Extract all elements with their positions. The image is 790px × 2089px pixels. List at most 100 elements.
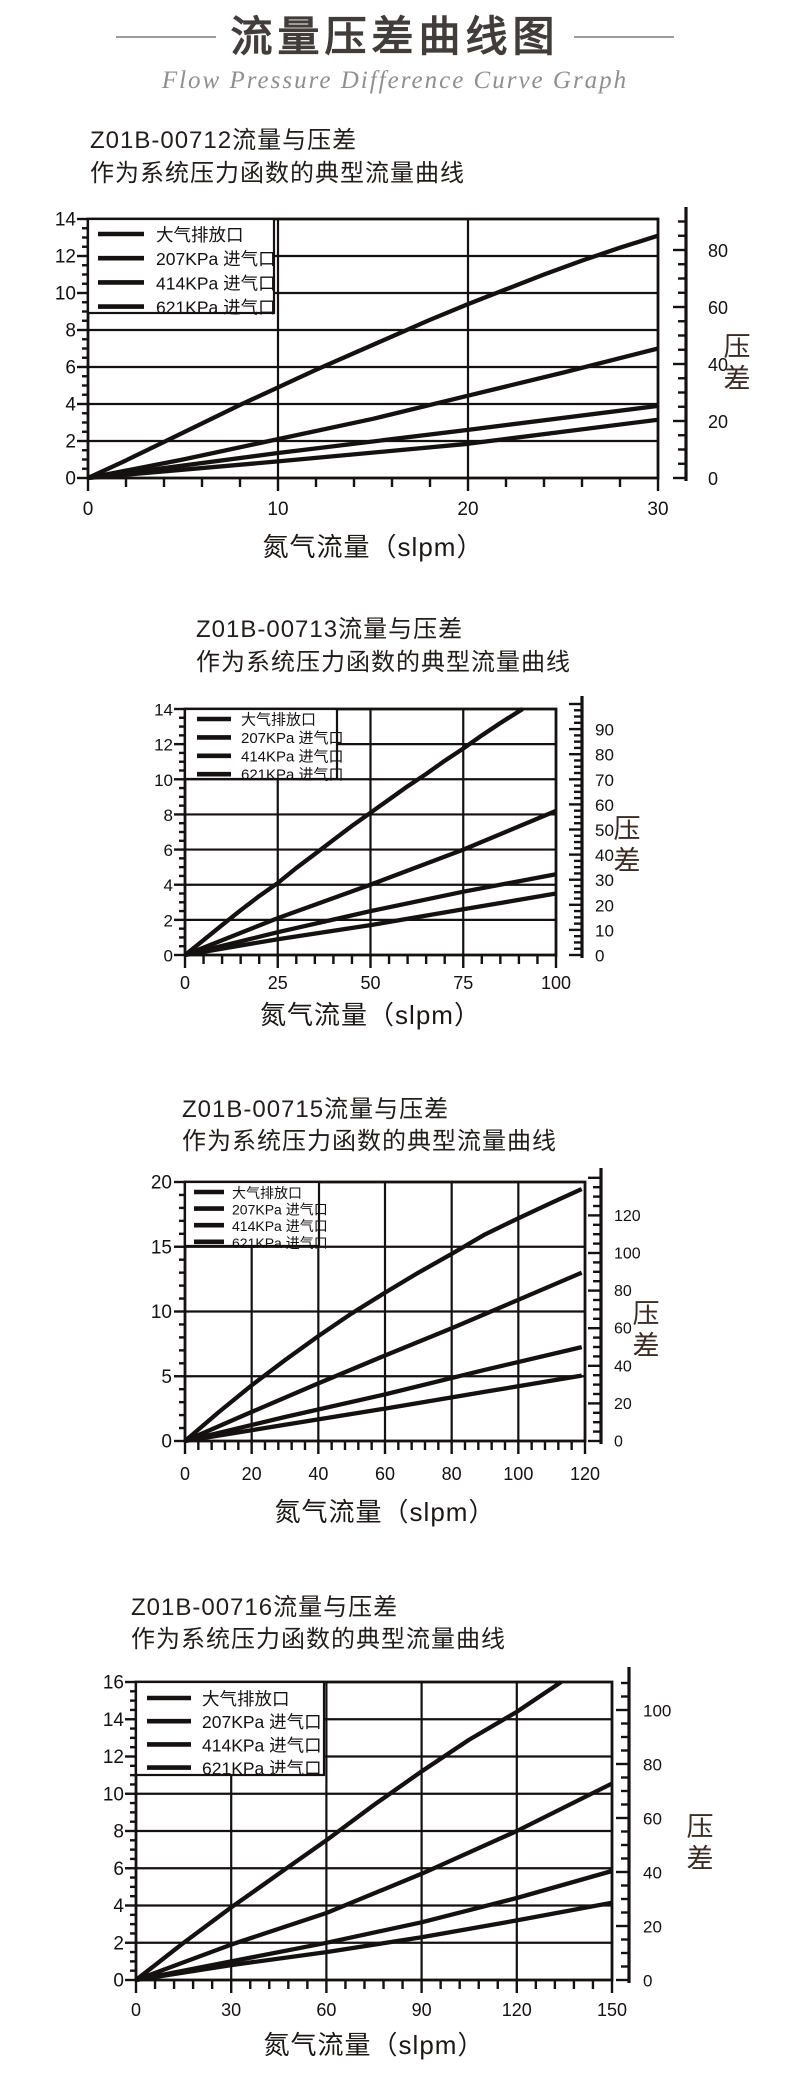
legend-label: 414KPa 进气口 — [241, 748, 344, 765]
y-left-tick-label: 15 — [151, 1237, 172, 1258]
y-right-tick-label: 40 — [708, 355, 728, 375]
y-right-tick-label: 0 — [708, 469, 718, 489]
left-axis: 0 2 4 6 8 10 12 14 16 — [103, 1673, 136, 1992]
page-subtitle: Flow Pressure Difference Curve Graph — [161, 67, 629, 94]
chart3-x-axis-title: 氮气流量（slpm） — [274, 1497, 496, 1527]
legend-label: 大气排放口 — [241, 712, 316, 729]
right-axis: 0 20 40 60 80 100 压差 — [616, 1667, 714, 1991]
chart2-subtitle: 作为系统压力函数的典型流量曲线 — [196, 649, 571, 676]
y-left-tick-label: 4 — [65, 395, 76, 416]
y-left-tick-label: 5 — [161, 1367, 172, 1388]
y-left-tick-label: 8 — [164, 806, 173, 825]
legend-box — [183, 1180, 321, 1248]
y-right-tick-label: 40 — [614, 1358, 632, 1375]
y-right-tick-label: 20 — [643, 1918, 662, 1937]
legend-label: 621KPa 进气口 — [241, 767, 344, 784]
x-tick-label: 75 — [453, 973, 473, 993]
curve-621KPa 进气口 — [135, 1900, 613, 1983]
legend-label: 621KPa 进气口 — [202, 1759, 322, 1779]
right-axis-title-char: 差 — [687, 1844, 714, 1874]
x-tick-label: 60 — [316, 2000, 336, 2020]
y-left-tick-label: 10 — [103, 1784, 124, 1805]
y-right-tick-label: 80 — [595, 746, 614, 765]
right-axis-title-char: 压 — [614, 814, 641, 844]
y-right-tick-label: 20 — [708, 412, 728, 432]
y-right-tick-label: 40 — [643, 1864, 662, 1883]
bottom-axis: 0 20 40 60 80 100 120 — [180, 1441, 600, 1484]
right-axis-title-char: 压 — [633, 1299, 660, 1329]
legend-label: 大气排放口 — [202, 1689, 290, 1709]
y-left-tick-label: 6 — [65, 358, 76, 379]
right-axis: 0 10 20 30 40 50 60 70 80 90 压差 — [569, 696, 641, 966]
y-left-tick-label: 6 — [113, 1859, 124, 1880]
y-left-tick-label: 12 — [103, 1747, 124, 1768]
chart3-subtitle: 作为系统压力函数的典型流量曲线 — [182, 1128, 557, 1155]
curve-大气排放口 — [134, 1680, 563, 1982]
x-tick-label: 20 — [457, 499, 478, 520]
y-left-tick-label: 10 — [55, 284, 76, 305]
right-axis-title-char: 差 — [724, 364, 751, 394]
y-left-tick-label: 2 — [65, 432, 76, 453]
x-tick-label: 120 — [502, 2000, 532, 2020]
y-right-tick-label: 100 — [643, 1702, 671, 1721]
curve-621KPa 进气口 — [184, 891, 557, 958]
left-axis: 0 2 4 6 8 10 12 14 — [55, 210, 88, 490]
legend-label: 207KPa 进气口 — [241, 730, 344, 747]
y-left-tick-label: 2 — [113, 1933, 124, 1954]
y-left-tick-label: 14 — [103, 1710, 125, 1731]
chart-Z01B-00712: 大气排放口 207KPa 进气口 414KPa 进气口 621KPa 进气口 0 2 4 6 8… — [55, 207, 751, 520]
right-axis-title-char: 压 — [724, 332, 751, 362]
legend-label: 621KPa 进气口 — [232, 1235, 328, 1251]
legend-label: 621KPa 进气口 — [156, 298, 276, 318]
right-axis: 0 20 40 60 80 压差 — [673, 207, 751, 489]
x-tick-label: 60 — [375, 1464, 395, 1484]
left-axis: 0 5 10 15 20 — [151, 1173, 185, 1453]
y-right-tick-label: 20 — [595, 896, 614, 915]
right-axis-title-char: 差 — [633, 1331, 660, 1361]
y-right-tick-label: 60 — [614, 1321, 632, 1338]
header-rule-left-icon — [116, 36, 217, 38]
chart4-x-axis-title: 氮气流量（slpm） — [263, 2030, 485, 2060]
legend-label: 207KPa 进气口 — [202, 1712, 322, 1732]
x-tick-label: 30 — [647, 499, 668, 520]
chart2-x-axis-title: 氮气流量（slpm） — [260, 1000, 481, 1030]
legend-label: 大气排放口 — [232, 1185, 302, 1201]
y-right-tick-label: 30 — [595, 871, 614, 890]
y-right-tick-label: 70 — [595, 771, 614, 790]
chart-Z01B-00716: 大气排放口 207KPa 进气口 414KPa 进气口 621KPa 进气口 0 2 4 6 8… — [103, 1667, 714, 2020]
x-tick-label: 100 — [541, 973, 571, 993]
x-tick-label: 80 — [442, 1464, 462, 1484]
x-tick-label: 50 — [360, 973, 380, 993]
curve-414KPa 进气口 — [135, 1868, 613, 1983]
chart1-title: Z01B-00712流量与压差 — [90, 127, 358, 154]
y-left-tick-label: 8 — [113, 1822, 124, 1843]
curve-207KPa 进气口 — [87, 346, 659, 481]
y-left-tick-label: 6 — [164, 841, 173, 860]
legend-label: 414KPa 进气口 — [202, 1735, 322, 1755]
y-right-tick-label: 60 — [708, 298, 728, 318]
x-tick-label: 0 — [83, 499, 94, 520]
x-tick-label: 0 — [131, 2000, 141, 2020]
x-tick-label: 20 — [242, 1464, 262, 1484]
page-header: 流量压差曲线图 Flow Pressure Difference Curve G… — [0, 14, 790, 95]
x-tick-label: 30 — [221, 2000, 241, 2020]
legend-label: 207KPa 进气口 — [156, 249, 276, 269]
x-tick-label: 0 — [180, 973, 190, 993]
y-left-tick-label: 12 — [55, 247, 76, 268]
curve-大气排放口 — [183, 707, 524, 957]
y-left-tick-label: 10 — [151, 1302, 172, 1323]
left-axis: 0 2 4 6 8 10 12 14 — [154, 701, 185, 966]
legend: 大气排放口 207KPa 进气口 414KPa 进气口 621KPa 进气口 — [134, 1680, 326, 1779]
y-right-tick-label: 80 — [614, 1283, 632, 1300]
x-tick-label: 25 — [268, 973, 288, 993]
y-left-tick-label: 0 — [113, 1971, 124, 1992]
y-right-tick-label: 0 — [595, 947, 604, 966]
y-right-tick-label: 0 — [643, 1972, 652, 1991]
y-left-tick-label: 14 — [154, 701, 173, 720]
curve-207KPa 进气口 — [135, 1781, 613, 1983]
x-tick-label: 150 — [597, 2000, 627, 2020]
